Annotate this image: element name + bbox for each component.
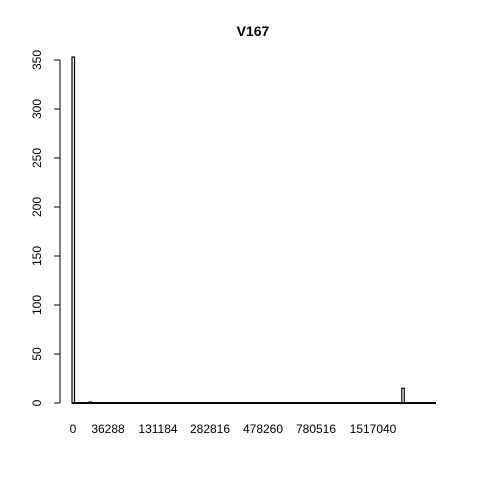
y-tick-label: 50 [30,347,44,361]
y-tick-label: 350 [30,50,44,70]
x-tick-label: 478260 [243,422,283,436]
y-tick-label: 100 [30,295,44,315]
x-tick-label: 0 [70,422,77,436]
y-tick-label: 0 [30,399,44,406]
y-tick-label: 200 [30,197,44,217]
y-tick-label: 150 [30,246,44,266]
x-axis: 0 36288 131184 282816 478260 780516 1517040 [70,422,397,436]
x-tick-label: 1517040 [350,422,397,436]
y-tick-label: 300 [30,99,44,119]
x-tick-label: 36288 [91,422,125,436]
chart-title: V167 [237,23,270,39]
bar [72,57,75,403]
bars [72,57,436,403]
x-tick-label: 131184 [138,422,177,436]
x-tick-label: 780516 [296,422,336,436]
y-axis: 0 50 100 150 200 250 300 350 [30,50,60,407]
x-tick-label: 282816 [190,422,230,436]
y-tick-label: 250 [30,148,44,168]
bar [402,388,405,403]
